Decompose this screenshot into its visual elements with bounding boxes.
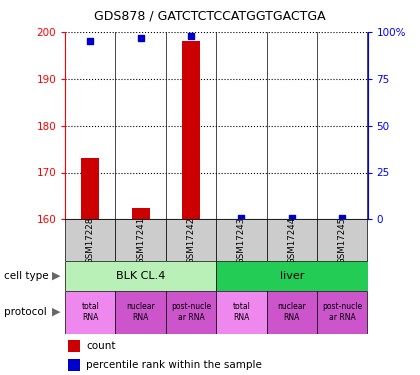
Bar — [216, 291, 267, 334]
Bar — [132, 208, 150, 219]
Bar — [65, 291, 116, 334]
Text: nuclear
RNA: nuclear RNA — [278, 303, 306, 322]
Bar — [267, 219, 317, 261]
Bar — [166, 291, 216, 334]
Text: liver: liver — [280, 271, 304, 280]
Text: ▶: ▶ — [52, 271, 61, 280]
Text: GDS878 / GATCTCTCCATGGTGACTGA: GDS878 / GATCTCTCCATGGTGACTGA — [94, 9, 326, 22]
Text: GSM17228: GSM17228 — [86, 216, 95, 264]
Text: GSM17242: GSM17242 — [186, 216, 196, 264]
Text: cell type: cell type — [4, 271, 49, 280]
Text: GSM17243: GSM17243 — [237, 216, 246, 264]
Text: count: count — [86, 341, 116, 351]
Bar — [216, 219, 267, 261]
Text: GSM17244: GSM17244 — [287, 216, 297, 264]
Bar — [182, 41, 200, 219]
Text: post-nucle
ar RNA: post-nucle ar RNA — [322, 303, 362, 322]
Text: GSM17245: GSM17245 — [338, 216, 347, 264]
Bar — [65, 219, 116, 261]
Text: nuclear
RNA: nuclear RNA — [126, 303, 155, 322]
Bar — [68, 359, 80, 371]
Text: total
RNA: total RNA — [233, 303, 250, 322]
Text: GSM17241: GSM17241 — [136, 216, 145, 264]
Bar — [166, 219, 216, 261]
Text: post-nucle
ar RNA: post-nucle ar RNA — [171, 303, 211, 322]
Bar — [216, 261, 368, 291]
Bar — [317, 219, 368, 261]
Bar — [116, 219, 166, 261]
Bar — [317, 291, 368, 334]
Bar — [81, 158, 99, 219]
Point — [289, 215, 295, 221]
Point — [188, 33, 194, 39]
Bar — [68, 340, 80, 352]
Text: percentile rank within the sample: percentile rank within the sample — [86, 360, 262, 370]
Point — [238, 215, 245, 221]
Bar — [65, 261, 216, 291]
Bar — [116, 291, 166, 334]
Point — [137, 34, 144, 40]
Text: protocol: protocol — [4, 307, 47, 317]
Text: total
RNA: total RNA — [81, 303, 99, 322]
Point — [339, 215, 346, 221]
Bar — [267, 291, 317, 334]
Point — [87, 38, 94, 44]
Text: BLK CL.4: BLK CL.4 — [116, 271, 165, 280]
Text: ▶: ▶ — [52, 307, 61, 317]
